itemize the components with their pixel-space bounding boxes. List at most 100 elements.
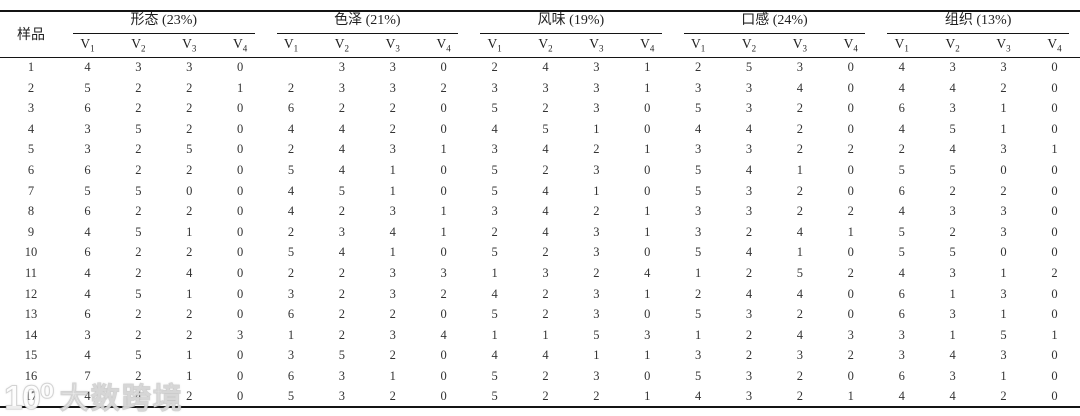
value-cell: 0 [1051, 183, 1058, 198]
value-cell: 0 [1051, 307, 1058, 322]
value-cell: 0 [236, 60, 244, 75]
value-cell: 6 [287, 307, 295, 322]
value-cell: 0 [1051, 389, 1058, 404]
value-cell: 3 [745, 389, 753, 404]
value-cell: 3 [593, 101, 600, 116]
value-cell: 5 [287, 389, 295, 404]
value-cell: 3 [949, 204, 956, 219]
table-row: 12 4 5 1 0 3 2 3 2 4 2 3 1 2 4 4 0 6 1 3 0 [0, 284, 1080, 305]
value-cell: 0 [644, 368, 651, 383]
table-row: 1 4 3 3 0 3 3 0 2 4 3 1 2 5 3 0 4 3 3 0 [0, 57, 1080, 78]
value-cell: 0 [440, 389, 447, 404]
value-cell: 7 [84, 368, 91, 383]
group-header-color: 色泽 (21%) [266, 11, 470, 34]
value-cell: 0 [236, 265, 244, 280]
value-cell: 2 [135, 245, 142, 260]
value-cell: 2 [745, 224, 753, 239]
group-spanner: 口感 (24%) [683, 12, 866, 34]
table-row: 13 6 2 2 0 6 2 2 0 5 2 3 0 5 3 2 0 6 3 1 0 [0, 304, 1080, 325]
value-cell: 2 [186, 389, 193, 404]
value-cell: 0 [1051, 121, 1058, 136]
value-cell: 0 [1051, 245, 1058, 260]
value-cell: 2 [440, 80, 447, 95]
group-header-texture: 组织 (13%) [876, 11, 1080, 34]
value-cell: 2 [338, 286, 346, 301]
value-cell: 3 [745, 80, 753, 95]
value-cell: 2 [745, 265, 753, 280]
value-cell: 3 [135, 60, 142, 75]
value-cell: 2 [796, 183, 804, 198]
value-cell: 1 [491, 327, 498, 342]
value-cell: 5 [542, 121, 549, 136]
value-cell: 4 [898, 80, 905, 95]
table-row: 7 5 5 0 0 4 5 1 0 5 4 1 0 5 3 2 0 6 2 2 0 [0, 181, 1080, 202]
value-cell: 4 [695, 389, 702, 404]
value-cell: 2 [949, 183, 956, 198]
value-cell: 2 [186, 204, 193, 219]
value-cell: 0 [1051, 101, 1058, 116]
value-cell: 1 [389, 368, 396, 383]
value-cell: 1 [593, 348, 600, 363]
value-cell: 2 [287, 265, 295, 280]
value-cell: 0 [236, 307, 244, 322]
subheader-row: V1 V2 V3 V4 V1 V2 V3 V4 V1 V2 V3 V4 V1 V2 V3 V4 V1 V2 V3 V4 [0, 34, 1080, 58]
value-cell: 5 [745, 60, 753, 75]
value-cell: 0 [847, 245, 854, 260]
subheader-v2: V2 [723, 34, 775, 58]
value-cell: 3 [695, 80, 702, 95]
table-row: 3 6 2 2 0 6 2 2 0 5 2 3 0 5 3 2 0 6 3 1 0 [0, 98, 1080, 119]
value-cell: 0 [847, 101, 854, 116]
value-cell: 5 [491, 368, 498, 383]
value-cell: 3 [542, 265, 549, 280]
value-cell: 0 [236, 121, 244, 136]
sample-cell: 12 [24, 286, 38, 301]
group-header-morphology: 形态 (23%) [62, 11, 266, 34]
sample-cell: 8 [27, 204, 35, 219]
value-cell: 4 [949, 80, 956, 95]
value-cell: 0 [440, 245, 447, 260]
value-cell: 4 [796, 286, 804, 301]
value-cell: 0 [1051, 60, 1058, 75]
value-cell: 1 [1051, 327, 1058, 342]
value-cell: 4 [898, 389, 905, 404]
value-cell: 3 [593, 224, 600, 239]
group-label: 口感 (24%) [741, 13, 808, 28]
value-cell: 2 [542, 389, 549, 404]
value-cell: 4 [491, 348, 498, 363]
value-cell: 5 [695, 245, 702, 260]
value-cell: 2 [796, 389, 804, 404]
value-cell: 2 [186, 327, 193, 342]
value-cell: 4 [84, 348, 91, 363]
value-cell: 5 [287, 245, 295, 260]
value-cell: 5 [491, 101, 498, 116]
value-cell: 2 [186, 121, 193, 136]
value-cell: 3 [796, 348, 804, 363]
value-cell: 4 [287, 183, 295, 198]
value-cell: 1 [186, 348, 193, 363]
value-cell: 3 [338, 389, 346, 404]
value-cell: 2 [542, 101, 549, 116]
value-cell: 2 [745, 348, 753, 363]
value-cell: 4 [84, 286, 91, 301]
value-cell: 2 [135, 80, 142, 95]
value-cell: 2 [796, 204, 804, 219]
value-cell: 3 [389, 80, 396, 95]
value-cell: 6 [287, 368, 295, 383]
group-label: 组织 (13%) [944, 13, 1012, 28]
value-cell: 3 [644, 327, 651, 342]
value-cell: 0 [236, 142, 244, 157]
value-cell: 0 [236, 348, 244, 363]
value-cell: 1 [847, 389, 854, 404]
value-cell: 2 [186, 163, 193, 178]
value-cell: 2 [796, 121, 804, 136]
value-cell: 0 [1051, 224, 1058, 239]
subheader-v1: V1 [876, 34, 928, 58]
subheader-v1: V1 [672, 34, 724, 58]
subheader-v3: V3 [978, 34, 1029, 58]
value-cell: 1 [644, 389, 651, 404]
value-cell: 4 [644, 265, 651, 280]
value-cell: 3 [1000, 286, 1007, 301]
value-cell: 0 [644, 183, 651, 198]
sample-column-header: 样品 [0, 11, 62, 58]
value-cell: 0 [440, 183, 447, 198]
